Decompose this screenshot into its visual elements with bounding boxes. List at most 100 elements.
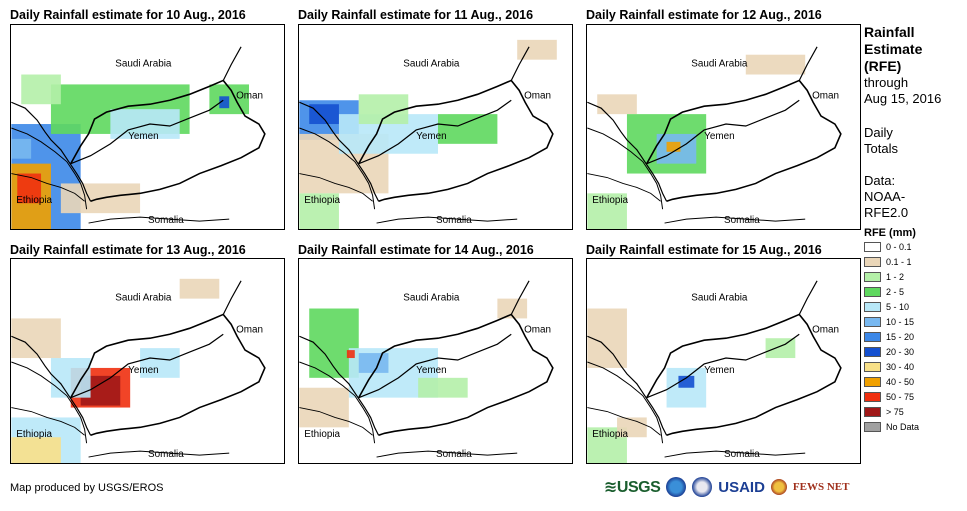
rainfall-patch [11,318,61,359]
boundary-line [587,127,664,210]
rainfall-map-5: Saudi Arabia Oman Yemen Ethiopia Somalia [298,258,573,464]
boundary-line [88,216,230,224]
boundary-line [70,313,266,437]
legend-swatch [864,421,881,432]
legend-swatch [864,331,881,342]
panel-title-5: Daily Rainfall estimate for 14 Aug., 201… [298,243,534,257]
boundary-line [299,101,380,202]
country-label: Oman [812,324,839,335]
logo-bar: ≋USGS USAID FEWS NET [604,477,849,497]
boundary-line [11,407,85,436]
boundary-line [11,173,85,202]
sidebar-title-3: (RFE) [864,58,902,74]
rainfall-map-1: Saudi Arabia Oman Yemen Ethiopia Somalia [10,24,285,230]
boundary-line [222,280,242,315]
map-canvas: Saudi Arabia Oman Yemen Ethiopia Somalia [11,278,266,463]
panel-title-2: Daily Rainfall estimate for 11 Aug., 201… [298,8,534,22]
boundary-line [299,127,376,210]
legend-label: 20 - 30 [886,346,915,357]
boundary-line [798,46,818,81]
map-canvas: Saudi Arabia Oman Yemen Ethiopia Somalia [587,280,842,463]
country-label: Ethiopia [304,429,340,440]
map-canvas: Saudi Arabia Oman Yemen Ethiopia Somalia [299,280,554,460]
sidebar-data-source1: NOAA- [864,189,906,204]
noaa-logo-icon [666,477,687,497]
legend-sidebar: Rainfall Estimate (RFE) through Aug 15, … [864,24,964,434]
sidebar-data-source2: RFE2.0 [864,205,909,220]
legend-swatch [864,376,881,387]
boundary-line [376,216,518,224]
rainfall-patch [219,96,230,109]
boundary-line [587,335,668,436]
legend-item: 5 - 10 [864,299,964,314]
rainfall-map-6: Saudi Arabia Oman Yemen Ethiopia Somalia [586,258,861,464]
legend-label: 5 - 10 [886,301,910,312]
legend-item: 40 - 50 [864,374,964,389]
boundary-line [646,333,800,399]
legend-item: 50 - 75 [864,389,964,404]
rainfall-patch [418,377,468,398]
country-label: Ethiopia [304,195,340,206]
rainfall-patch [299,387,349,428]
legend-swatch [864,256,881,267]
country-label: Oman [812,90,839,101]
panel-title-4: Daily Rainfall estimate for 13 Aug., 201… [10,243,246,257]
boundary-line [510,46,530,81]
legend-swatch [864,286,881,297]
country-label: Somalia [436,449,472,460]
country-label: Yemen [704,131,734,142]
country-label: Somalia [148,449,184,460]
country-label: Yemen [416,365,446,376]
legend-label: 30 - 40 [886,361,915,372]
rainfall-patch [11,437,61,463]
legend-item: > 75 [864,404,964,419]
boundary-line [358,313,554,437]
boundary-line [358,333,512,399]
legend-item: 1 - 2 [864,269,964,284]
rainfall-patch [358,353,389,373]
legend-item: 20 - 30 [864,344,964,359]
boundary-line [798,280,818,315]
boundary-line [646,99,800,165]
country-label: Somalia [148,215,184,226]
sidebar-daily: Daily [864,125,893,140]
legend-label: 40 - 50 [886,376,915,387]
rainfall-patch [678,375,695,388]
rainfall-patch [597,94,637,115]
rainfall-patch [50,358,91,398]
legend-label: 0 - 0.1 [886,241,912,252]
legend-label: 50 - 75 [886,391,915,402]
country-label: Oman [236,90,263,101]
legend-swatch [864,346,881,357]
dos-seal-icon [692,477,713,497]
boundary-line [587,361,664,444]
boundary-line [299,407,373,436]
country-label: Ethiopia [16,429,52,440]
country-label: Ethiopia [592,195,628,206]
country-label: Yemen [704,365,734,376]
country-label: Yemen [128,131,158,142]
rainfall-patch [765,338,796,359]
rainfall-patch [437,114,498,144]
rainfall-map-4: Saudi Arabia Oman Yemen Ethiopia Somalia [10,258,285,464]
legend-item: 15 - 20 [864,329,964,344]
boundary-line [587,407,661,436]
fews-net-logo: FEWS NET [792,481,850,493]
legend-list: 0 - 0.1 0.1 - 1 1 - 2 2 - 5 5 - 10 10 - 15 15 … [864,239,964,434]
sidebar-through: through [864,75,909,90]
boundary-line [646,79,842,203]
country-label: Saudi Arabia [403,293,460,304]
rainfall-patch [179,278,220,299]
country-label: Saudi Arabia [115,59,172,70]
country-label: Yemen [416,131,446,142]
boundary-line [11,127,88,210]
sidebar-data-label: Data: [864,173,896,188]
rainfall-patch [666,141,681,152]
country-label: Yemen [128,365,158,376]
rainfall-patch [17,173,42,204]
rainfall-patch [11,138,32,159]
country-label: Ethiopia [16,195,52,206]
boundary-line [222,46,242,81]
rainfall-patch [110,109,180,139]
legend-swatch [864,241,881,252]
